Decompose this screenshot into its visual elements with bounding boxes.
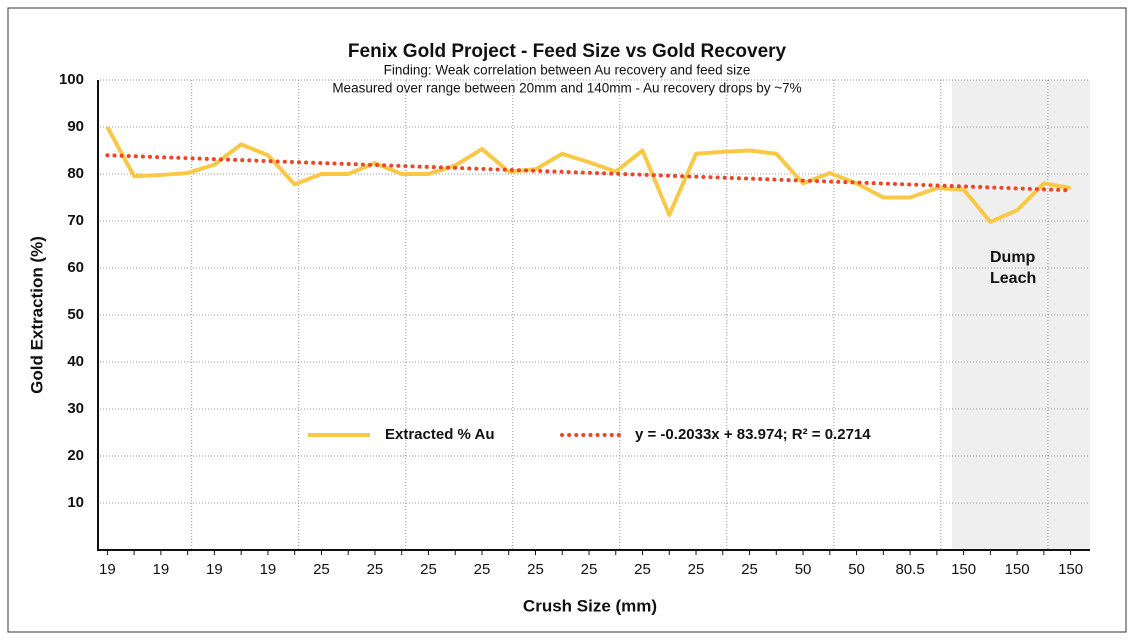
x-tick-label: 80.5: [895, 561, 924, 578]
x-tick-label: 19: [206, 561, 223, 578]
x-tick-label: 150: [1005, 561, 1030, 578]
x-tick-label: 150: [1058, 561, 1083, 578]
x-tick-label: 19: [260, 561, 277, 578]
y-tick-label: 60: [67, 259, 84, 276]
y-tick-label: 10: [67, 494, 84, 511]
y-tick-label: 70: [67, 212, 84, 229]
x-tick-label: 25: [634, 561, 651, 578]
y-tick-label: 80: [67, 165, 84, 182]
y-tick-label: 100: [59, 71, 84, 88]
x-tick-label: 150: [951, 561, 976, 578]
legend-label: y = -0.2033x + 83.974; R² = 0.2714: [635, 426, 871, 443]
y-tick-label: 30: [67, 400, 84, 417]
x-tick-label: 25: [313, 561, 330, 578]
chart-subtitle: Finding: Weak correlation between Au rec…: [384, 63, 751, 78]
x-axis-label: Crush Size (mm): [523, 596, 657, 615]
x-tick-label: 25: [688, 561, 705, 578]
trendline: [105, 153, 1073, 193]
y-tick-label: 40: [67, 353, 84, 370]
x-tick-label: 25: [741, 561, 758, 578]
series-line: [105, 126, 1071, 224]
x-tick-label: 25: [420, 561, 437, 578]
annotation: Dump Leach: [990, 249, 1036, 287]
x-tick-label: 25: [527, 561, 544, 578]
y-axis-label: Gold Extraction (%): [27, 236, 46, 394]
annotation-line: Leach: [990, 270, 1036, 287]
x-tick-label: 50: [795, 561, 812, 578]
x-tick-label: 19: [99, 561, 116, 578]
y-tick-label: 50: [67, 306, 84, 323]
chart-border: [7, 7, 1127, 633]
y-tick-label: 90: [67, 118, 84, 135]
chart-subtitle: Measured over range between 20mm and 140…: [332, 81, 801, 96]
chart-title: Fenix Gold Project - Feed Size vs Gold R…: [348, 41, 787, 62]
x-tick-label: 19: [153, 561, 170, 578]
annotation-line: Dump: [990, 249, 1036, 266]
y-tick-label: 20: [67, 447, 84, 464]
x-tick-label: 25: [581, 561, 598, 578]
x-tick-label: 50: [848, 561, 865, 578]
legend-label: Extracted % Au: [385, 426, 494, 443]
x-tick-label: 25: [367, 561, 384, 578]
x-tick-label: 25: [474, 561, 491, 578]
